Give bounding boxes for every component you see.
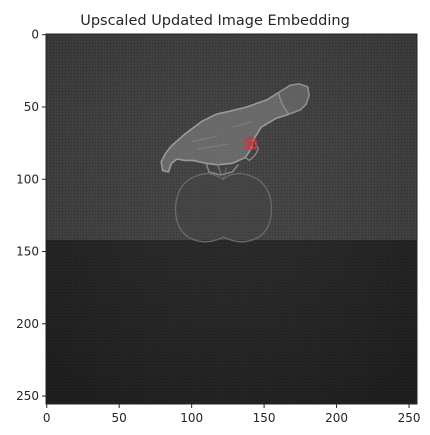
x-axis: 0 50 100 150 200 250 bbox=[43, 404, 421, 425]
image-shading bbox=[46, 34, 417, 404]
x-tick-label: 100 bbox=[180, 411, 203, 425]
y-tick-label: 0 bbox=[31, 28, 39, 42]
y-tick-label: 200 bbox=[16, 317, 39, 331]
x-tick-label: 50 bbox=[112, 411, 127, 425]
knuckle-lines bbox=[191, 120, 254, 150]
finger-curl-1 bbox=[205, 162, 239, 176]
x-tick-label: 150 bbox=[253, 411, 276, 425]
apple-outline bbox=[174, 172, 273, 243]
x-tick-label: 200 bbox=[325, 411, 348, 425]
x-tick-label: 0 bbox=[43, 411, 51, 425]
apple-stem bbox=[222, 167, 228, 180]
y-tick-label: 250 bbox=[16, 389, 39, 403]
y-tick-label: 100 bbox=[16, 172, 39, 186]
selected-point-marker bbox=[245, 137, 258, 151]
y-tick-label: 50 bbox=[24, 100, 39, 114]
plot-frame bbox=[45, 33, 418, 405]
finger-curl-2 bbox=[217, 164, 222, 175]
finger-tip bbox=[244, 142, 259, 162]
x-tick-label: 250 bbox=[398, 411, 421, 425]
hand-apple-figure bbox=[160, 83, 310, 243]
y-axis: 0 50 100 150 200 250 bbox=[16, 28, 46, 403]
chart-title: Upscaled Updated Image Embedding bbox=[80, 13, 350, 29]
y-tick-label: 150 bbox=[16, 245, 39, 259]
thumb-cuff bbox=[277, 83, 310, 115]
marker-ring bbox=[245, 137, 258, 150]
plot-area bbox=[45, 33, 418, 405]
